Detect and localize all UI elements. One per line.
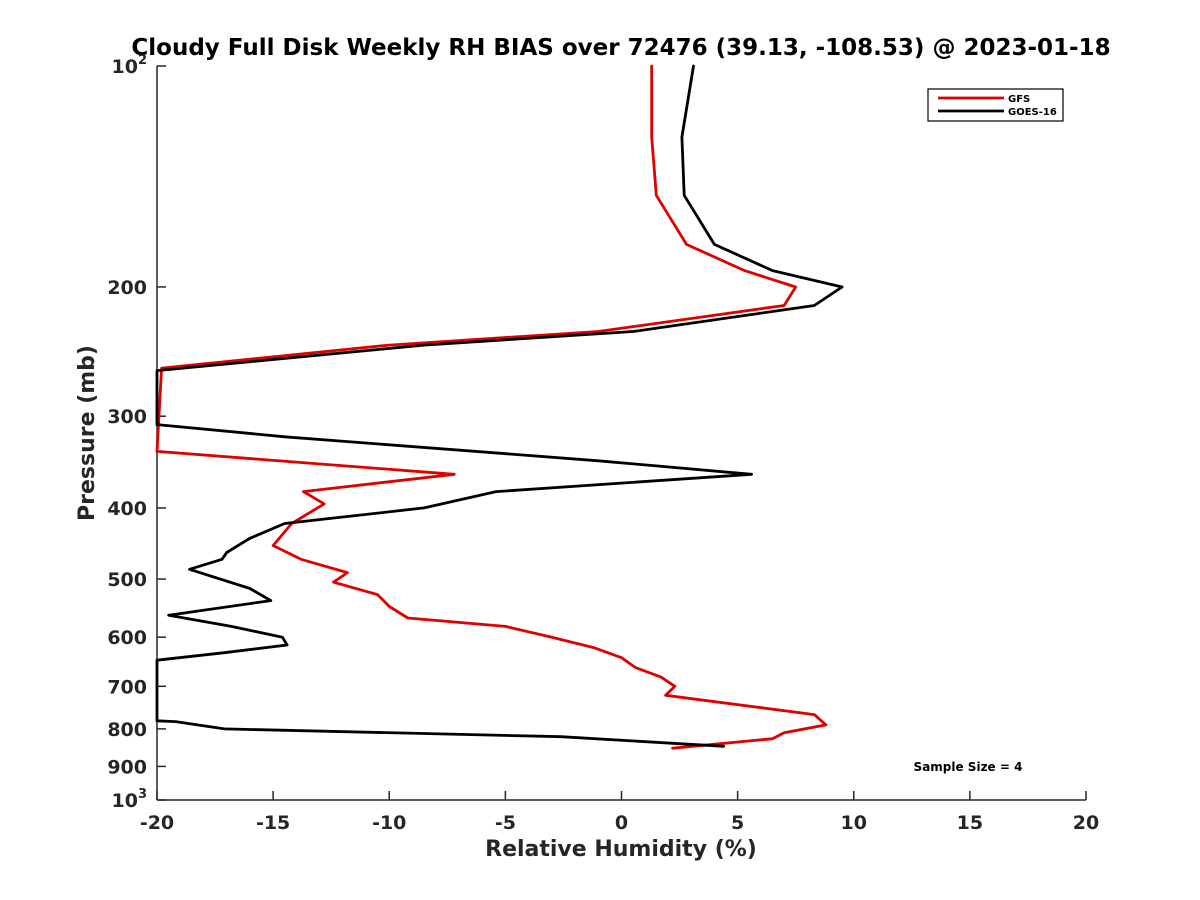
series-line-goes-16 <box>155 64 844 748</box>
series-layer <box>155 64 844 750</box>
legend-label: GFS <box>1008 94 1030 105</box>
y-tick-label: 200 <box>107 277 147 299</box>
x-tick-label: 20 <box>1073 812 1099 834</box>
y-tick-label: 300 <box>107 406 147 428</box>
x-tick-label: -20 <box>140 812 174 834</box>
legend-box <box>927 88 1064 122</box>
x-axis-label: Relative Humidity (%) <box>485 837 757 862</box>
x-tick-label: 5 <box>731 812 744 834</box>
y-tick-label: 400 <box>107 498 147 520</box>
chart-title: Cloudy Full Disk Weekly RH BIAS over 724… <box>131 35 1110 61</box>
y-tick-label: 103 <box>112 787 148 812</box>
x-tick-label: 0 <box>615 812 628 834</box>
x-tick-label: 15 <box>957 812 983 834</box>
y-axis-label: Pressure (mb) <box>75 345 100 521</box>
y-tick-label: 900 <box>107 756 147 778</box>
x-tick-label: -5 <box>495 812 516 834</box>
y-tick-label: 500 <box>107 569 147 591</box>
y-tick-label: 800 <box>107 719 147 741</box>
x-tick-label: 10 <box>841 812 867 834</box>
x-tick-label: -15 <box>256 812 290 834</box>
sample-size-annotation: Sample Size = 4 <box>914 760 1023 774</box>
legend: GFS GOES-16 <box>927 88 1064 122</box>
legend-label: GOES-16 <box>1008 107 1057 118</box>
series-line-gfs <box>155 64 828 750</box>
x-tick-label: -10 <box>372 812 406 834</box>
y-tick-label: 600 <box>107 627 147 649</box>
y-tick-label: 700 <box>107 676 147 698</box>
y-tick-label: 102 <box>112 53 148 78</box>
